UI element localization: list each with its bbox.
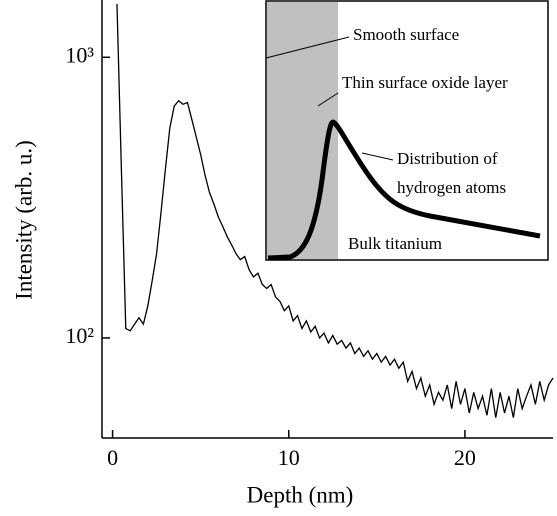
x-tick-label: 0 — [107, 445, 118, 470]
data-line — [116, 3, 554, 418]
y-tick-label: 10² — [65, 323, 94, 348]
plot-area — [116, 3, 554, 418]
inset-label: hydrogen atoms — [397, 178, 506, 197]
x-tick-label: 20 — [454, 445, 476, 470]
y-axis-label: Intensity (arb. u.) — [11, 140, 36, 300]
inset-label: Thin surface oxide layer — [342, 73, 508, 92]
inset-label: Distribution of — [397, 149, 498, 168]
leader-line — [317, 92, 339, 107]
leader-line — [361, 152, 394, 161]
oxide-layer — [267, 2, 338, 259]
y-tick-label: 10³ — [65, 42, 94, 67]
x-axis-label: Depth (nm) — [247, 482, 354, 507]
x-tick-label: 10 — [278, 445, 300, 470]
inset-label: Smooth surface — [353, 25, 459, 44]
inset-label: Bulk titanium — [348, 234, 442, 253]
leader-line — [265, 36, 350, 59]
inset: Smooth surface Thin surface oxide layer … — [265, 0, 549, 261]
hydrogen-distribution — [267, 119, 541, 261]
